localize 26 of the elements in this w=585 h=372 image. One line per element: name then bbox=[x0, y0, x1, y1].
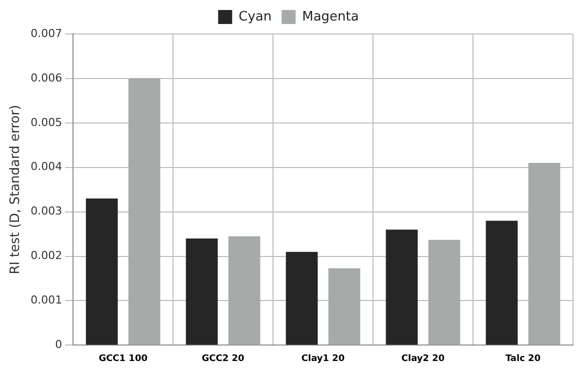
bar bbox=[528, 162, 560, 345]
y-tick-label: 0 bbox=[55, 338, 62, 352]
y-tick-label: 0.004 bbox=[30, 160, 62, 174]
bar bbox=[428, 240, 460, 345]
legend-label: Magenta bbox=[302, 9, 359, 24]
bar bbox=[386, 230, 418, 345]
legend-label: Cyan bbox=[238, 9, 272, 24]
y-axis-title: RI test (D, Standard error) bbox=[8, 104, 24, 274]
bar bbox=[86, 198, 118, 345]
x-tick-label: GCC1 100 bbox=[98, 354, 148, 364]
bar bbox=[186, 238, 218, 345]
y-tick-label: 0.001 bbox=[30, 294, 62, 307]
bar bbox=[328, 268, 360, 345]
x-tick-label: Clay1 20 bbox=[301, 354, 345, 364]
x-tick-label: Clay2 20 bbox=[401, 354, 445, 364]
x-tick-label: Talc 20 bbox=[505, 354, 541, 364]
x-tick-label: GCC2 20 bbox=[202, 354, 244, 364]
bar bbox=[128, 78, 160, 345]
y-tick-label: 0.005 bbox=[30, 116, 62, 129]
bar bbox=[486, 220, 518, 345]
y-tick-label: 0.002 bbox=[30, 249, 62, 262]
bar bbox=[228, 236, 260, 345]
y-tick-label: 0.007 bbox=[30, 26, 62, 40]
bar bbox=[286, 252, 318, 345]
y-tick-label: 0.003 bbox=[30, 204, 62, 218]
y-tick-label: 0.006 bbox=[30, 71, 62, 84]
